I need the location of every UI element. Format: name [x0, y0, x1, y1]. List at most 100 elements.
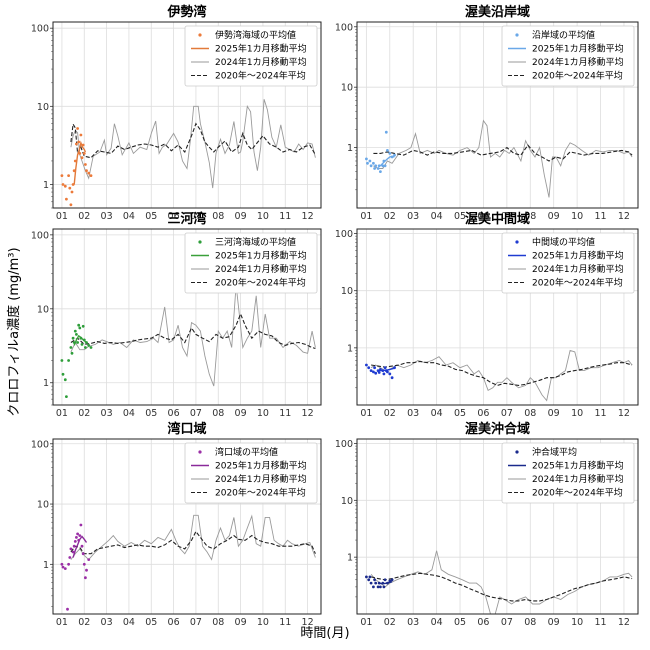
legend-entry: 2020年～2024年平均	[532, 70, 623, 82]
x-tick-label: 03	[407, 211, 419, 222]
plot-series	[365, 119, 633, 198]
data-point	[381, 164, 385, 168]
plot-frame	[356, 228, 639, 406]
data-point	[78, 152, 82, 155]
x-tick-label: 03	[407, 617, 419, 628]
data-point	[374, 371, 378, 375]
data-point	[82, 152, 86, 155]
data-point	[365, 575, 368, 579]
data-point	[383, 578, 387, 582]
data-point	[379, 170, 382, 174]
data-point	[78, 534, 82, 537]
series-line-avg-2020-2024	[70, 530, 316, 555]
data-point	[377, 371, 381, 374]
data-point	[390, 155, 394, 159]
data-point	[367, 366, 371, 370]
data-point	[73, 329, 77, 333]
plot-series	[60, 284, 316, 398]
legend-entry: 伊勢湾海域の平均値	[215, 29, 296, 41]
data-point	[379, 585, 382, 589]
chart-title: 伊勢湾	[166, 4, 206, 20]
x-tick-label: 02	[78, 617, 90, 628]
data-point	[85, 341, 88, 344]
y-tick-label: 10	[37, 102, 49, 113]
legend-point-symbol	[515, 240, 519, 244]
x-tick-label: 06	[168, 617, 180, 628]
data-point	[75, 536, 78, 539]
data-point	[79, 523, 83, 527]
legend-entry: 湾口域の平均値	[215, 446, 278, 458]
legend-entry: 2025年1カ月移動平均	[215, 43, 307, 55]
legend-box	[184, 232, 318, 294]
series-line-2024	[70, 284, 316, 387]
x-tick-label: 05	[454, 211, 466, 222]
data-point	[377, 581, 381, 585]
legend-box	[184, 442, 318, 504]
data-point	[60, 174, 64, 178]
data-point	[374, 581, 378, 585]
series-line-2024	[370, 550, 633, 614]
data-point	[63, 567, 67, 570]
data-point	[383, 366, 387, 370]
y-tick-label: 100	[335, 229, 353, 240]
legend-entry: 2025年1カ月移動平均	[532, 43, 624, 55]
data-point	[84, 576, 87, 580]
y-tick-label: 100	[31, 439, 49, 450]
x-tick-label: 08	[524, 617, 536, 628]
y-tick-label: 1	[43, 378, 49, 389]
x-tick-label: 11	[594, 211, 606, 222]
data-point	[388, 152, 392, 155]
chart-panel-1: 01 02 03 04 05 06 07 08 09 10 11 12 1 10 100 伊勢湾伊勢湾海域の平…	[31, 4, 322, 222]
x-tick-label: 07	[501, 408, 513, 419]
data-point	[381, 581, 385, 585]
data-point	[67, 562, 70, 566]
y-tick-label: 1	[43, 560, 49, 571]
legend-entry: 沖合域平均	[532, 446, 577, 458]
x-tick-label: 07	[501, 617, 513, 628]
x-tick-label: 01	[56, 211, 68, 222]
data-point	[77, 538, 81, 542]
x-tick-label: 09	[548, 211, 560, 222]
data-point	[68, 186, 72, 190]
series-line-avg-2020-2024	[371, 360, 633, 386]
x-tick-label: 10	[571, 617, 583, 628]
chart-panel-3: 01 02 03 04 05 06 07 08 09 10 11 12 1 10 100 三河湾三河湾海域の平…	[31, 211, 322, 419]
x-tick-label: 01	[360, 408, 372, 419]
data-point	[72, 341, 76, 344]
data-point	[365, 363, 368, 367]
legend-entry: 中間域の平均値	[532, 236, 595, 248]
x-tick-label: 06	[477, 211, 489, 222]
data-point	[76, 127, 79, 130]
data-point	[69, 203, 73, 207]
data-point	[369, 369, 373, 372]
legend-entry: 沿岸域の平均値	[532, 29, 595, 41]
x-tick-label: 01	[56, 617, 68, 628]
data-point	[386, 370, 389, 374]
data-point	[77, 140, 81, 144]
legend-box	[501, 442, 635, 504]
x-tick-label: 04	[431, 211, 443, 222]
legend-entry: 2020年～2024年平均	[215, 487, 306, 499]
legend-entry: 三河湾海域の平均値	[215, 236, 296, 248]
x-tick-label: 06	[477, 617, 489, 628]
data-point	[373, 366, 376, 370]
x-tick-label: 06	[477, 408, 489, 419]
x-tick-label: 09	[235, 211, 247, 222]
data-point	[75, 142, 78, 146]
data-point	[365, 157, 368, 161]
legend-entry: 2020年～2024年平均	[532, 487, 623, 499]
data-point	[61, 372, 65, 376]
y-tick-label: 100	[335, 22, 353, 33]
data-point	[383, 164, 387, 168]
x-tick-label: 03	[101, 617, 113, 628]
data-point	[76, 341, 79, 344]
data-point	[78, 326, 82, 330]
y-tick-label: 10	[37, 500, 49, 511]
chart-title: 湾口域	[167, 421, 206, 437]
y-tick-label: 100	[335, 439, 353, 450]
chart-panels: 01 02 03 04 05 06 07 08 09 10 11 12110100伊勢湾伊勢湾海域の平…	[31, 4, 639, 628]
data-point	[382, 159, 386, 163]
